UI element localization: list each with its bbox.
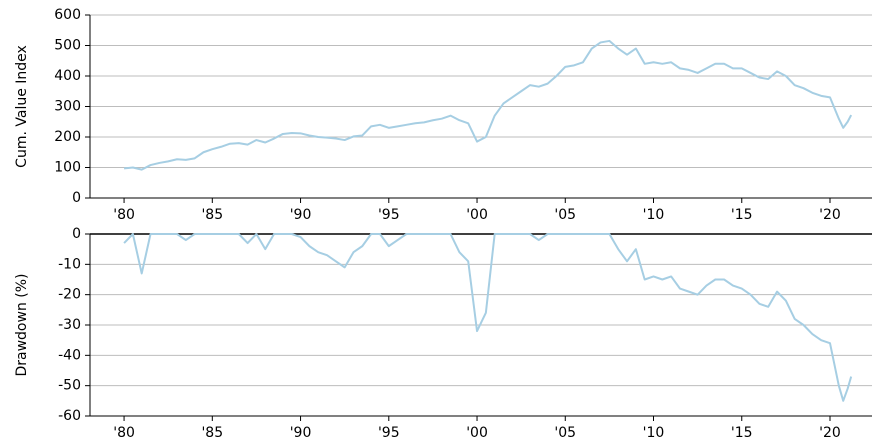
y-tick-label: -40: [58, 347, 81, 363]
data-line: [123, 233, 853, 402]
x-tick-label: '80: [113, 207, 135, 223]
x-tick-label: '05: [554, 207, 576, 223]
y-tick-label: -10: [58, 256, 81, 272]
y-tick-label: -30: [58, 317, 81, 333]
x-tick-label: '90: [290, 425, 312, 441]
y-tick-label: -20: [58, 287, 81, 303]
y-tick-label: 600: [54, 7, 81, 23]
x-tick-label: '10: [643, 425, 665, 441]
x-tick-label: '95: [378, 207, 400, 223]
x-tick-label: '85: [201, 207, 223, 223]
x-tick-label: '20: [819, 207, 841, 223]
y-tick-label: 400: [54, 68, 81, 84]
y-tick-label: 200: [54, 129, 81, 145]
y-axis-label: Cum. Value Index: [14, 45, 30, 168]
data-line: [123, 39, 853, 171]
x-tick-label: '95: [378, 425, 400, 441]
x-tick-label: '90: [290, 207, 312, 223]
y-tick-label: -60: [58, 408, 81, 424]
x-tick-label: '80: [113, 425, 135, 441]
y-tick-label: 0: [72, 226, 81, 242]
y-tick-label: 500: [54, 38, 81, 54]
x-tick-label: '15: [731, 207, 753, 223]
y-tick-label: 300: [54, 99, 81, 115]
y-tick-label: -50: [58, 378, 81, 394]
y-axis-label: Drawdown (%): [14, 273, 30, 376]
y-tick-label: 0: [72, 190, 81, 206]
x-tick-label: '85: [201, 425, 223, 441]
x-tick-label: '00: [466, 207, 488, 223]
x-tick-label: '15: [731, 425, 753, 441]
y-tick-label: 100: [54, 160, 81, 176]
x-tick-label: '05: [554, 425, 576, 441]
x-tick-label: '10: [643, 207, 665, 223]
x-tick-label: '00: [466, 425, 488, 441]
x-tick-label: '20: [819, 425, 841, 441]
